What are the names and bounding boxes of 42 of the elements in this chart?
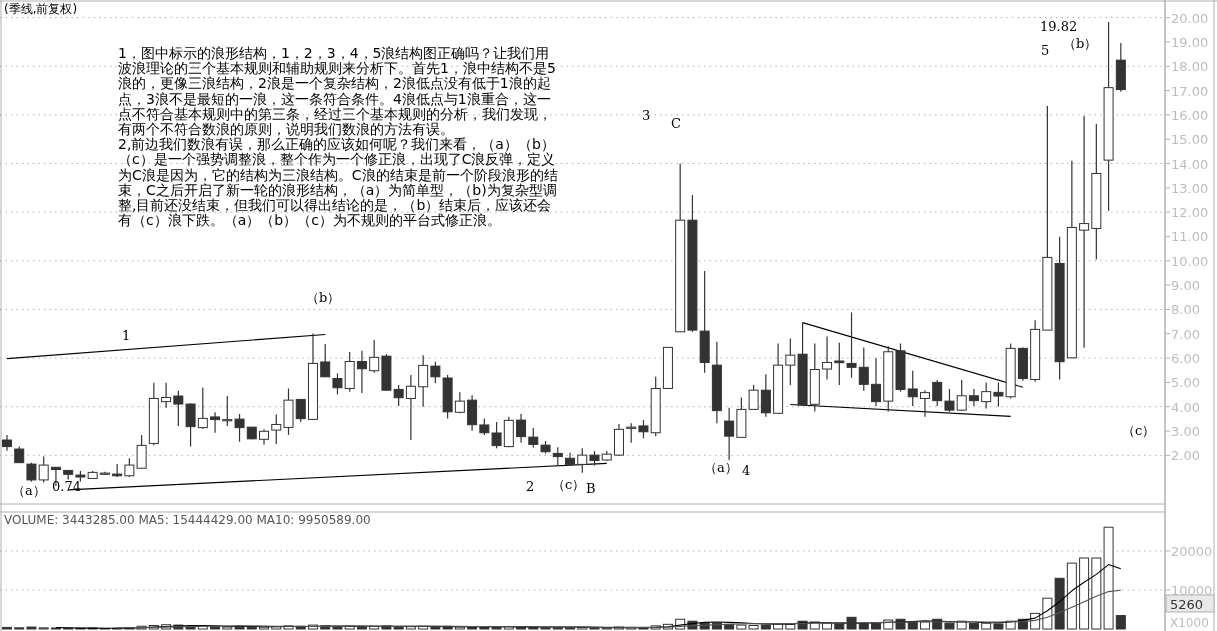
- y-tick-label: 9.00: [1171, 278, 1200, 294]
- y-tick-label: 5.00: [1171, 375, 1200, 391]
- annotation: 1: [122, 328, 131, 343]
- annotation: 2: [526, 479, 535, 494]
- y-tick-label: 14.00: [1171, 156, 1209, 172]
- annotation: （b）: [1063, 36, 1098, 51]
- annotation: 4: [742, 463, 751, 478]
- y-tick-label: 15.00: [1171, 132, 1209, 148]
- annotation: （a）: [12, 483, 46, 498]
- text: 5260: [1170, 597, 1204, 612]
- annotation: 0.74: [52, 479, 81, 494]
- y-tick-label: 8.00: [1171, 302, 1200, 318]
- y-tick-label: 13.00: [1171, 180, 1209, 196]
- annotation: （a）: [704, 460, 738, 475]
- y-tick-label: 4.00: [1171, 399, 1200, 415]
- y-tick-label: 20.00: [1171, 10, 1209, 26]
- y-tick-label: 10.00: [1171, 253, 1209, 269]
- y-tick-label: 6.00: [1171, 351, 1200, 367]
- annotation: B: [586, 481, 596, 496]
- annotation: 3: [642, 108, 651, 123]
- y-tick-label: 7.00: [1171, 326, 1200, 342]
- annotation: C: [671, 116, 681, 131]
- y-tick-label: 16.00: [1171, 107, 1209, 123]
- chart-title: (季线,前复权): [4, 2, 78, 16]
- y-tick-label: 2.00: [1171, 448, 1200, 464]
- annotation: 1，图中标示的浪形结构，1，2，3，4，5浪结构图正确吗？让我们用波浪理论的三个基本规则和辅助规则来分析下。首先1，浪中结构不是5浪的，更像三浪结构，2浪是一个复杂结构，2浪低点没有低于1浪的起点，3浪不是最短的一浪，这一条符合条件。4浪低点与1浪重合，这一点不符合基本规则中的第三条，经过三个基本规则的分析，我们发现，有两个不符合数浪的原则，说明我们数浪的方法有误。: [118, 45, 556, 137]
- annotation: 19.82: [1040, 19, 1078, 34]
- annotation: 2,前边我们数浪有误，那么正确的应该如何呢？我们来看，（a）（b）（c）是一个强势调整浪，整个作为一个修正浪，出现了C浪反弹，定义为C浪是因为，它的结构为三浪结构。C浪的结束是前一个阶段浪形的结束，C之后开启了新一轮的浪形结构，（a）为简单型，（b)为复杂型调整,目前还没结束，但我们可以得出结论的是，（b）结束后，应该还会有（c）浪下跌。（a）（b）（c）为不规则的平台式修正浪。: [118, 136, 558, 229]
- annotation: （b）: [306, 290, 341, 305]
- y-axis-title: X1000: [1170, 616, 1209, 630]
- y-tick-label: 18.00: [1171, 59, 1209, 75]
- y-tick-label: 11.00: [1171, 229, 1209, 245]
- y-tick-label: 3.00: [1171, 424, 1200, 440]
- annotation: 5: [1041, 43, 1050, 58]
- annotation: （c）: [552, 477, 586, 492]
- y-tick-label: 12.00: [1171, 205, 1209, 221]
- y-tick-label: 17.00: [1171, 83, 1209, 99]
- y-tick-label: 10000: [1171, 583, 1213, 598]
- y-tick-label: 20000: [1171, 544, 1213, 559]
- annotation: VOLUME: 3443285.00 MA5: 15444429.00 MA10: 9950589.00: [4, 513, 371, 527]
- y-tick-label: 19.00: [1171, 34, 1209, 50]
- annotation: （c）: [1122, 423, 1156, 438]
